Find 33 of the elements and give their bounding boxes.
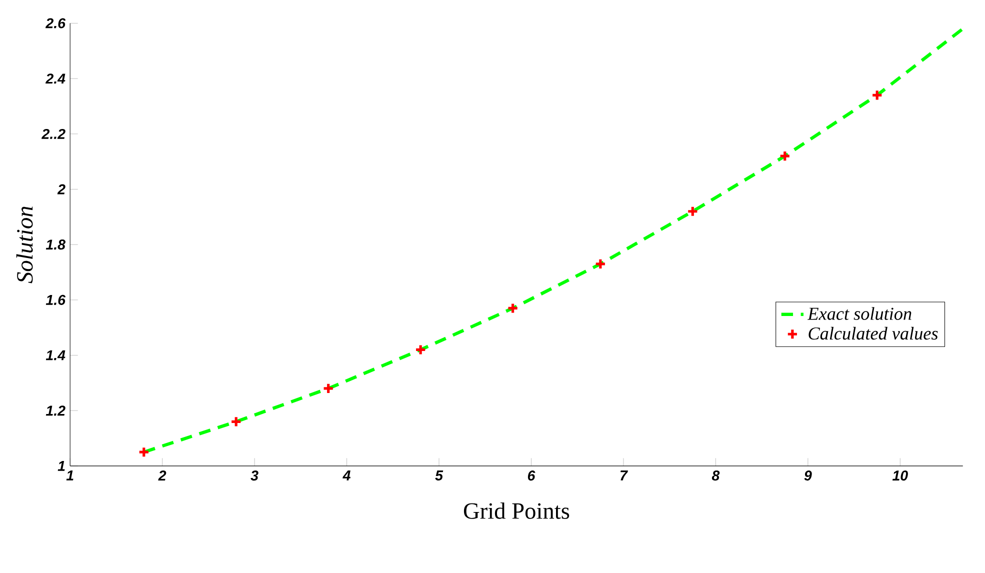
x-tick-label: 5	[435, 470, 444, 481]
point	[414, 344, 426, 356]
point	[686, 206, 698, 218]
point	[594, 258, 606, 270]
x-tick-label: 2	[158, 470, 166, 481]
point	[230, 416, 242, 428]
x-axis-title: Grid Points	[464, 502, 570, 519]
y-axis-title: Solution	[16, 206, 33, 284]
x-tick-label: 8	[712, 470, 720, 481]
y-tick-label: 1	[58, 461, 65, 471]
x-tick-label: 4	[342, 470, 351, 480]
point	[779, 150, 791, 162]
x-tick-label: 6	[528, 470, 536, 481]
legend-label: Calculated values	[808, 326, 938, 340]
y-tick-label: 1.2	[46, 406, 66, 416]
y-tick-label: 1.4	[46, 350, 66, 360]
x-tick-label: 1	[66, 470, 74, 480]
line-series	[142, 27, 964, 454]
y-tick-label: 1.8	[46, 240, 66, 250]
y-tick-label: 2	[57, 184, 66, 194]
point	[138, 446, 150, 458]
point	[322, 382, 334, 394]
y-tick-label: 2.6	[45, 18, 66, 28]
point	[506, 302, 519, 314]
x-tick-label: 10	[892, 470, 908, 481]
y-tick-label: 2..2	[42, 128, 66, 139]
x-tick-label: 7	[620, 470, 628, 480]
y-tick-label: 1.6	[46, 294, 66, 306]
x-tick-label: 9	[804, 470, 812, 481]
point	[871, 89, 883, 102]
legend-label: Exact solution	[808, 307, 912, 320]
y-tick-label: 2.4	[45, 74, 66, 84]
x-tick-label: 3	[250, 470, 258, 481]
